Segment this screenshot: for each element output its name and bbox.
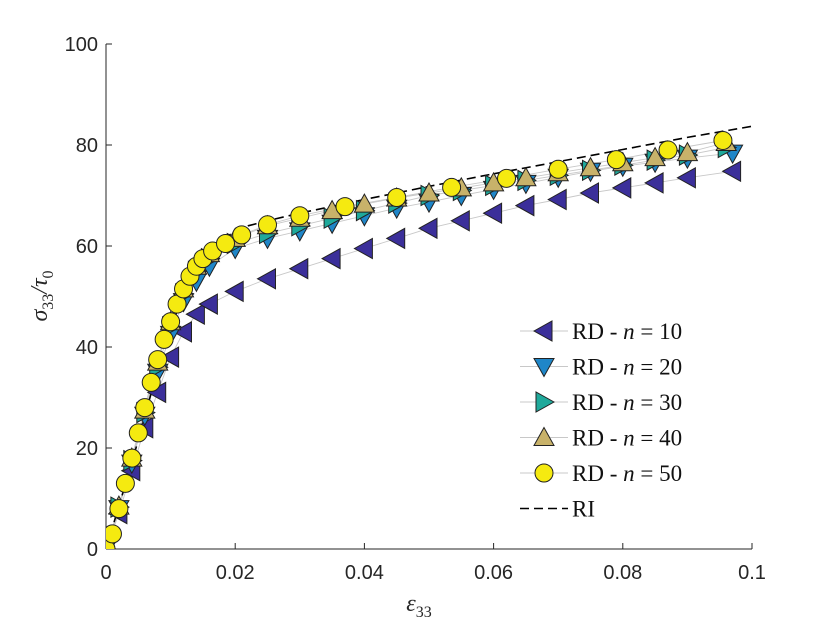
x-tick-label: 0.06	[474, 562, 513, 584]
data-point	[321, 247, 341, 270]
data-point	[721, 160, 742, 183]
data-point	[256, 267, 276, 290]
data-point	[288, 257, 309, 280]
legend-item: RI	[520, 497, 595, 522]
data-point	[290, 206, 310, 226]
data-point	[159, 346, 180, 368]
data-point	[497, 168, 517, 188]
data-point	[135, 398, 155, 418]
x-tick-label: 0.04	[345, 562, 384, 584]
legend-label: RD - n = 40	[572, 426, 682, 451]
legend-item: RD - n = 40	[520, 426, 682, 451]
legend-item: RD - n = 20	[520, 355, 682, 380]
data-point	[644, 146, 666, 167]
legend-marker	[533, 426, 555, 446]
series-guide-line	[106, 140, 723, 549]
legend-item: RD - n = 10	[520, 319, 682, 344]
legend-label: RD - n = 50	[572, 461, 682, 486]
data-point	[579, 182, 599, 204]
data-point	[417, 217, 438, 240]
series-guide-line	[106, 142, 727, 549]
data-point	[442, 177, 462, 197]
data-point	[141, 372, 161, 392]
legend-marker	[532, 320, 553, 342]
data-point	[232, 225, 252, 245]
legend-item: RD - n = 30	[520, 390, 682, 415]
legend-item: RD - n = 50	[520, 461, 682, 486]
data-point	[224, 280, 244, 303]
data-point	[109, 499, 129, 519]
data-point	[128, 423, 148, 443]
x-tick-label: 0	[100, 562, 111, 584]
data-point	[713, 130, 733, 150]
legend: RD - n = 10 RD - n = 20 RD - n = 30 RD - n …	[520, 319, 682, 522]
data-point	[172, 321, 192, 343]
markers	[106, 130, 744, 549]
data-point	[216, 233, 236, 253]
x-tick-label: 0.08	[603, 562, 642, 584]
data-point	[482, 202, 503, 225]
data-point	[676, 141, 699, 162]
data-point	[161, 312, 181, 332]
legend-label: RD - n = 10	[572, 319, 682, 344]
y-tick-label: 100	[65, 34, 98, 56]
series-guide-line	[106, 152, 733, 549]
data-point	[185, 303, 205, 326]
series-markers	[106, 160, 742, 549]
data-point	[258, 215, 277, 235]
data-point	[387, 188, 407, 208]
y-tick-label: 20	[76, 438, 98, 460]
y-tick-label: 80	[76, 135, 98, 157]
x-tick-label: 0.02	[216, 562, 255, 584]
data-point	[450, 209, 470, 232]
legend-marker	[535, 391, 556, 413]
data-point	[198, 293, 218, 315]
series-markers	[106, 136, 738, 549]
data-point	[335, 197, 355, 217]
data-point	[606, 150, 626, 170]
y-tick-label: 0	[87, 539, 98, 561]
data-point	[353, 237, 373, 260]
data-point	[154, 329, 174, 349]
data-point	[658, 140, 678, 160]
ticks	[105, 43, 753, 550]
data-point	[547, 188, 567, 211]
data-point	[353, 193, 376, 213]
guide-lines	[106, 140, 733, 549]
plot-area	[106, 125, 752, 549]
data-point	[644, 172, 664, 194]
data-point	[514, 194, 535, 217]
series-markers	[106, 131, 738, 549]
data-point	[385, 227, 406, 250]
data-point	[611, 177, 632, 199]
data-point	[579, 156, 602, 177]
legend-label: RI	[572, 497, 595, 522]
series-markers	[106, 144, 744, 549]
y-tick-label: 40	[76, 337, 98, 359]
data-point	[515, 166, 537, 187]
legend-label: RD - n = 30	[572, 390, 682, 415]
data-point	[548, 159, 568, 179]
data-point	[418, 181, 440, 202]
tick-labels: 0 0.02 0.04 0.06 0.08 0.1 0 20 40 60 80 100	[65, 34, 766, 584]
legend-marker	[534, 463, 554, 483]
legend-label: RD - n = 20	[572, 355, 682, 380]
data-point	[115, 473, 135, 493]
axes	[105, 44, 752, 550]
data-point	[148, 350, 168, 370]
y-axis-label: σ33/τ0	[27, 270, 57, 321]
legend-marker	[533, 358, 555, 378]
data-point	[122, 448, 142, 468]
x-tick-label: 0.1	[738, 562, 766, 584]
data-point	[676, 166, 696, 189]
series-markers	[106, 130, 733, 549]
y-tick-label: 60	[76, 236, 98, 258]
x-axis-label: ε33	[406, 591, 431, 621]
data-point	[106, 524, 122, 544]
series-guide-line	[106, 147, 727, 549]
